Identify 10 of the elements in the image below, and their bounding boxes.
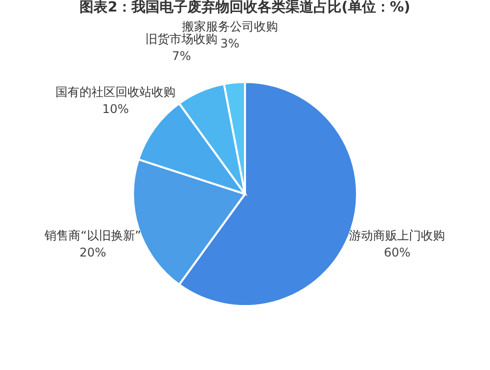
- slice-label: 游动商贩上门收购: [349, 228, 446, 242]
- slice-label: 国有的社区回收站收购: [56, 84, 176, 99]
- data-label: 10%: [102, 102, 129, 116]
- data-label: 7%: [172, 49, 191, 64]
- slice-label: 搬家服务公司收购: [182, 20, 278, 34]
- slice-label: 旧货市场收购: [145, 32, 218, 46]
- slice-label: 销售商“以旧换新”: [44, 228, 142, 242]
- data-label: 20%: [79, 245, 106, 260]
- data-label: 60%: [384, 245, 411, 260]
- data-label: 3%: [220, 36, 240, 51]
